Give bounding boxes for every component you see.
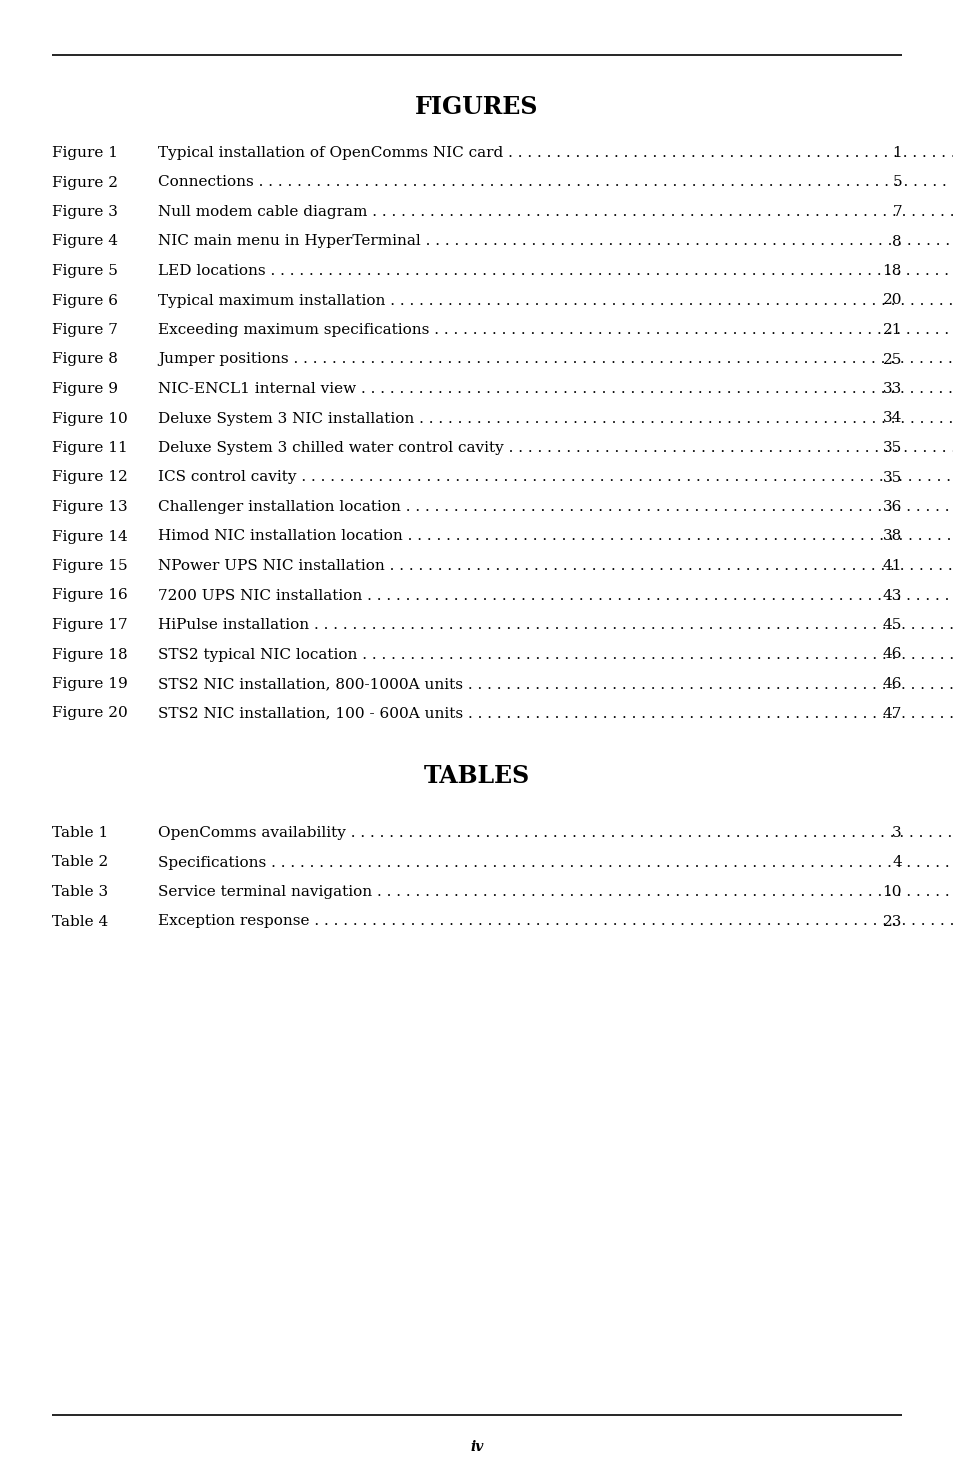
Text: Table 3: Table 3 (52, 885, 108, 898)
Text: Figure 18: Figure 18 (52, 648, 128, 661)
Text: Figure 9: Figure 9 (52, 382, 118, 395)
Text: Connections . . . . . . . . . . . . . . . . . . . . . . . . . . . . . . . . . . : Connections . . . . . . . . . . . . . . … (158, 176, 953, 189)
Text: HiPulse installation . . . . . . . . . . . . . . . . . . . . . . . . . . . . . .: HiPulse installation . . . . . . . . . .… (158, 618, 953, 631)
Text: 47: 47 (882, 707, 901, 720)
Text: Service terminal navigation . . . . . . . . . . . . . . . . . . . . . . . . . . : Service terminal navigation . . . . . . … (158, 885, 953, 898)
Text: Challenger installation location . . . . . . . . . . . . . . . . . . . . . . . .: Challenger installation location . . . .… (158, 500, 953, 513)
Text: Figure 7: Figure 7 (52, 323, 118, 336)
Text: 43: 43 (882, 589, 901, 602)
Text: 34: 34 (882, 412, 901, 425)
Text: Exceeding maximum specifications . . . . . . . . . . . . . . . . . . . . . . . .: Exceeding maximum specifications . . . .… (158, 323, 953, 336)
Text: OpenComms availability . . . . . . . . . . . . . . . . . . . . . . . . . . . . .: OpenComms availability . . . . . . . . .… (158, 826, 953, 839)
Text: Figure 4: Figure 4 (52, 235, 118, 248)
Text: 7: 7 (891, 205, 901, 218)
Text: 35: 35 (882, 471, 901, 484)
Text: LED locations . . . . . . . . . . . . . . . . . . . . . . . . . . . . . . . . . : LED locations . . . . . . . . . . . . . … (158, 264, 953, 277)
Text: 36: 36 (882, 500, 901, 513)
Text: NPower UPS NIC installation . . . . . . . . . . . . . . . . . . . . . . . . . . : NPower UPS NIC installation . . . . . . … (158, 559, 953, 572)
Text: 3: 3 (891, 826, 901, 839)
Text: Figure 2: Figure 2 (52, 176, 118, 189)
Text: 25: 25 (882, 353, 901, 366)
Text: ICS control cavity . . . . . . . . . . . . . . . . . . . . . . . . . . . . . . .: ICS control cavity . . . . . . . . . . .… (158, 471, 953, 484)
Text: 23: 23 (882, 914, 901, 928)
Text: 10: 10 (882, 885, 901, 898)
Text: Deluxe System 3 NIC installation . . . . . . . . . . . . . . . . . . . . . . . .: Deluxe System 3 NIC installation . . . .… (158, 412, 953, 425)
Text: Figure 3: Figure 3 (52, 205, 118, 218)
Text: Jumper positions . . . . . . . . . . . . . . . . . . . . . . . . . . . . . . . .: Jumper positions . . . . . . . . . . . .… (158, 353, 953, 366)
Text: Typical installation of OpenComms NIC card . . . . . . . . . . . . . . . . . . .: Typical installation of OpenComms NIC ca… (158, 146, 953, 159)
Text: iv: iv (470, 1440, 483, 1454)
Text: 4: 4 (891, 855, 901, 869)
Text: 18: 18 (882, 264, 901, 277)
Text: 8: 8 (891, 235, 901, 248)
Text: 20: 20 (882, 294, 901, 307)
Text: Figure 8: Figure 8 (52, 353, 118, 366)
Text: STS2 NIC installation, 800-1000A units . . . . . . . . . . . . . . . . . . . . .: STS2 NIC installation, 800-1000A units .… (158, 677, 953, 690)
Text: STS2 NIC installation, 100 - 600A units . . . . . . . . . . . . . . . . . . . . : STS2 NIC installation, 100 - 600A units … (158, 707, 953, 720)
Text: Figure 17: Figure 17 (52, 618, 128, 631)
Text: NIC-ENCL1 internal view . . . . . . . . . . . . . . . . . . . . . . . . . . . . : NIC-ENCL1 internal view . . . . . . . . … (158, 382, 953, 395)
Text: Figure 13: Figure 13 (52, 500, 128, 513)
Text: Specifications . . . . . . . . . . . . . . . . . . . . . . . . . . . . . . . . .: Specifications . . . . . . . . . . . . .… (158, 855, 953, 869)
Text: Figure 15: Figure 15 (52, 559, 128, 572)
Text: 1: 1 (891, 146, 901, 159)
Text: TABLES: TABLES (423, 764, 530, 788)
Text: 5: 5 (891, 176, 901, 189)
Text: STS2 typical NIC location . . . . . . . . . . . . . . . . . . . . . . . . . . . : STS2 typical NIC location . . . . . . . … (158, 648, 953, 661)
Text: Table 4: Table 4 (52, 914, 108, 928)
Text: NIC main menu in HyperTerminal . . . . . . . . . . . . . . . . . . . . . . . . .: NIC main menu in HyperTerminal . . . . .… (158, 235, 953, 248)
Text: Figure 20: Figure 20 (52, 707, 128, 720)
Text: Figure 6: Figure 6 (52, 294, 118, 307)
Text: Table 2: Table 2 (52, 855, 108, 869)
Text: Figure 14: Figure 14 (52, 530, 128, 543)
Text: 21: 21 (882, 323, 901, 336)
Text: 46: 46 (882, 648, 901, 661)
Text: Himod NIC installation location . . . . . . . . . . . . . . . . . . . . . . . . : Himod NIC installation location . . . . … (158, 530, 953, 543)
Text: Figure 1: Figure 1 (52, 146, 118, 159)
Text: Figure 12: Figure 12 (52, 471, 128, 484)
Text: Figure 16: Figure 16 (52, 589, 128, 602)
Text: 35: 35 (882, 441, 901, 454)
Text: 38: 38 (882, 530, 901, 543)
Text: 46: 46 (882, 677, 901, 690)
Text: Figure 5: Figure 5 (52, 264, 118, 277)
Text: Typical maximum installation . . . . . . . . . . . . . . . . . . . . . . . . . .: Typical maximum installation . . . . . .… (158, 294, 953, 307)
Text: Figure 19: Figure 19 (52, 677, 128, 690)
Text: 33: 33 (882, 382, 901, 395)
Text: Figure 11: Figure 11 (52, 441, 128, 454)
Text: Table 1: Table 1 (52, 826, 108, 839)
Text: Deluxe System 3 chilled water control cavity . . . . . . . . . . . . . . . . . .: Deluxe System 3 chilled water control ca… (158, 441, 953, 454)
Text: Null modem cable diagram . . . . . . . . . . . . . . . . . . . . . . . . . . . .: Null modem cable diagram . . . . . . . .… (158, 205, 953, 218)
Text: 45: 45 (882, 618, 901, 631)
Text: Exception response . . . . . . . . . . . . . . . . . . . . . . . . . . . . . . .: Exception response . . . . . . . . . . .… (158, 914, 953, 928)
Text: 7200 UPS NIC installation . . . . . . . . . . . . . . . . . . . . . . . . . . . : 7200 UPS NIC installation . . . . . . . … (158, 589, 953, 602)
Text: 41: 41 (882, 559, 901, 572)
Text: Figure 10: Figure 10 (52, 412, 128, 425)
Text: FIGURES: FIGURES (415, 94, 538, 119)
